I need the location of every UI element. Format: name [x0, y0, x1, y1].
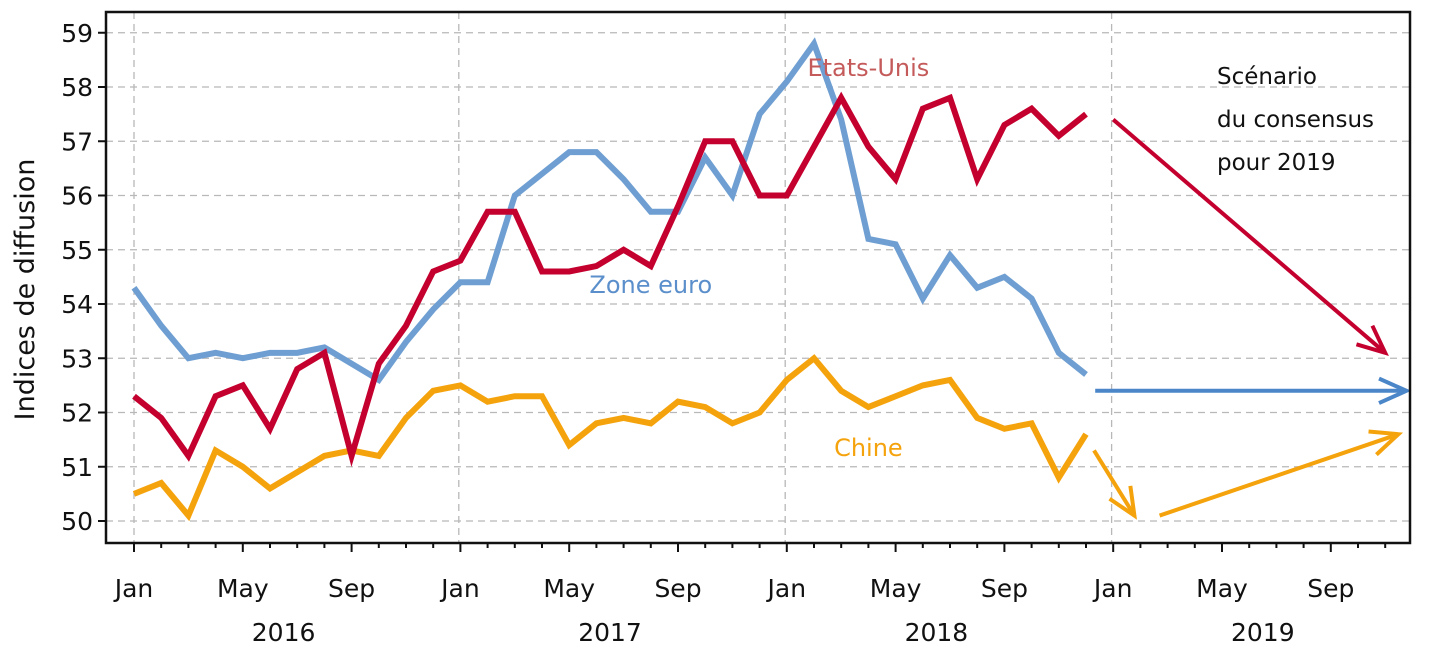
x-year-label: 2017	[578, 618, 642, 647]
x-tick-label: Jan	[1092, 574, 1133, 603]
scenario-arrow-etats-unis	[1111, 118, 1387, 355]
y-tick-label: 52	[61, 399, 93, 428]
scenario-arrow-chine	[1092, 449, 1137, 517]
plot-frame	[104, 10, 1412, 545]
x-tick-label: May	[217, 574, 269, 603]
scenario-arrow-zone-euro-head	[1378, 376, 1412, 405]
x-tick-label: Jan	[766, 574, 807, 603]
scenario-note-line-3: pour 2019	[1217, 150, 1336, 176]
x-tick-label: Sep	[1307, 574, 1354, 603]
scenario-arrow-chine-head	[1368, 429, 1404, 457]
x-tick-label: Jan	[439, 574, 480, 603]
series-label-chine: Chine	[834, 434, 903, 462]
series-lines	[131, 37, 1089, 522]
y-tick-label: 50	[61, 507, 93, 536]
scenario-note-line-2: du consensus	[1217, 107, 1374, 133]
chart-labels: Etats-Unis Zone euro Chine	[589, 54, 929, 462]
grid-lines	[106, 12, 1410, 543]
scenario-arrow-etats-unis-head	[1355, 324, 1389, 357]
series-line-etats-unis	[132, 91, 1088, 468]
x-tick-label: May	[870, 574, 922, 603]
x-year-label: 2018	[905, 618, 969, 647]
series-label-zone-euro: Zone euro	[589, 271, 712, 299]
scenario-arrow-chine	[1158, 432, 1400, 518]
x-year-label: 2016	[252, 618, 316, 647]
scenario-note: Scénario du consensus pour 2019	[1217, 64, 1381, 176]
scenario-note-line-1: Scénario	[1217, 64, 1317, 90]
y-tick-label: 59	[61, 19, 93, 48]
x-tick-label: May	[543, 574, 595, 603]
y-tick-label: 56	[61, 182, 93, 211]
x-year-label: 2019	[1231, 618, 1295, 647]
series-line-chine	[132, 354, 1089, 522]
x-tick-label: Sep	[654, 574, 701, 603]
scenario-arrows	[1092, 118, 1412, 520]
y-tick-label: 53	[61, 344, 93, 373]
x-tick-label: Jan	[113, 574, 154, 603]
y-tick-label: 51	[61, 453, 93, 482]
series-line-zone-euro	[131, 37, 1088, 384]
y-tick-label: 54	[61, 290, 93, 319]
series-label-etats-unis: Etats-Unis	[807, 54, 929, 82]
y-tick-label: 58	[61, 73, 93, 102]
x-tick-label: Sep	[981, 574, 1028, 603]
y-axis-title: Indices de diffusion	[10, 159, 41, 421]
x-tick-label: May	[1196, 574, 1248, 603]
y-tick-label: 55	[61, 236, 93, 265]
scenario-arrow-chine-head	[1108, 485, 1137, 520]
axis-ticks: 50 51 52 53 54 55 56 57 58 59 Jan May Sep Jan May Sep Ja…	[61, 19, 1387, 647]
y-tick-label: 57	[61, 127, 93, 156]
x-tick-label: Sep	[328, 574, 375, 603]
